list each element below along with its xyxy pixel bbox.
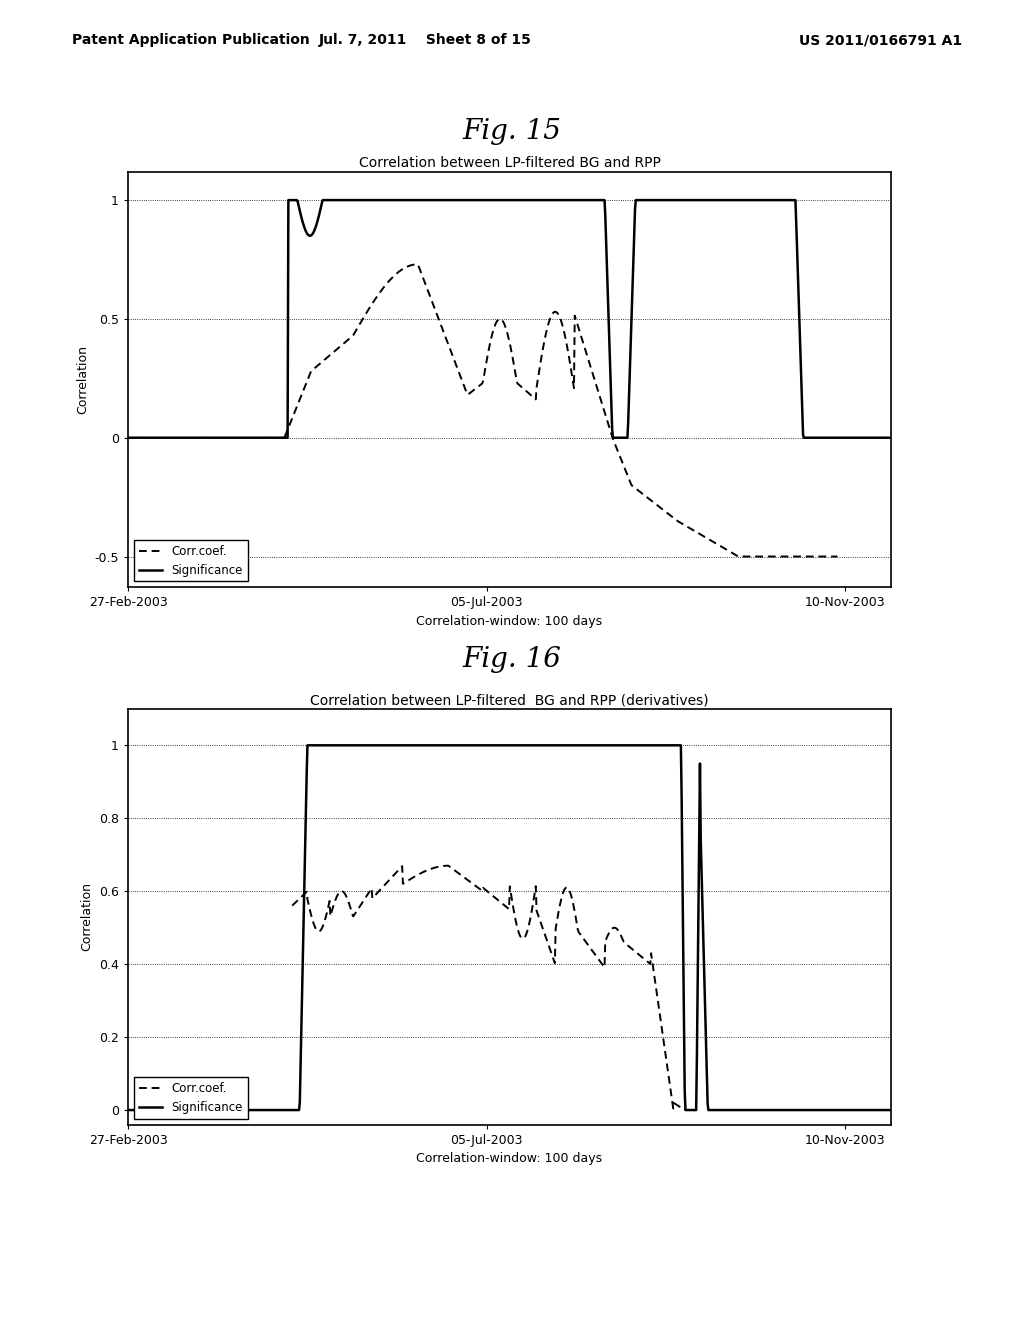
Title: Correlation between LP-filtered BG and RPP: Correlation between LP-filtered BG and R… (358, 157, 660, 170)
Legend: Corr.coef., Significance: Corr.coef., Significance (134, 1077, 248, 1119)
Text: US 2011/0166791 A1: US 2011/0166791 A1 (799, 33, 962, 48)
Title: Correlation between LP-filtered  BG and RPP (derivatives): Correlation between LP-filtered BG and R… (310, 694, 709, 708)
Y-axis label: Correlation: Correlation (76, 345, 89, 414)
Text: Fig. 16: Fig. 16 (463, 645, 561, 673)
Text: Jul. 7, 2011    Sheet 8 of 15: Jul. 7, 2011 Sheet 8 of 15 (318, 33, 531, 48)
Text: Patent Application Publication: Patent Application Publication (72, 33, 309, 48)
Y-axis label: Correlation: Correlation (81, 882, 93, 952)
X-axis label: Correlation-window: 100 days: Correlation-window: 100 days (417, 615, 602, 628)
Text: Fig. 15: Fig. 15 (463, 117, 561, 145)
Legend: Corr.coef., Significance: Corr.coef., Significance (134, 540, 248, 582)
X-axis label: Correlation-window: 100 days: Correlation-window: 100 days (417, 1152, 602, 1166)
